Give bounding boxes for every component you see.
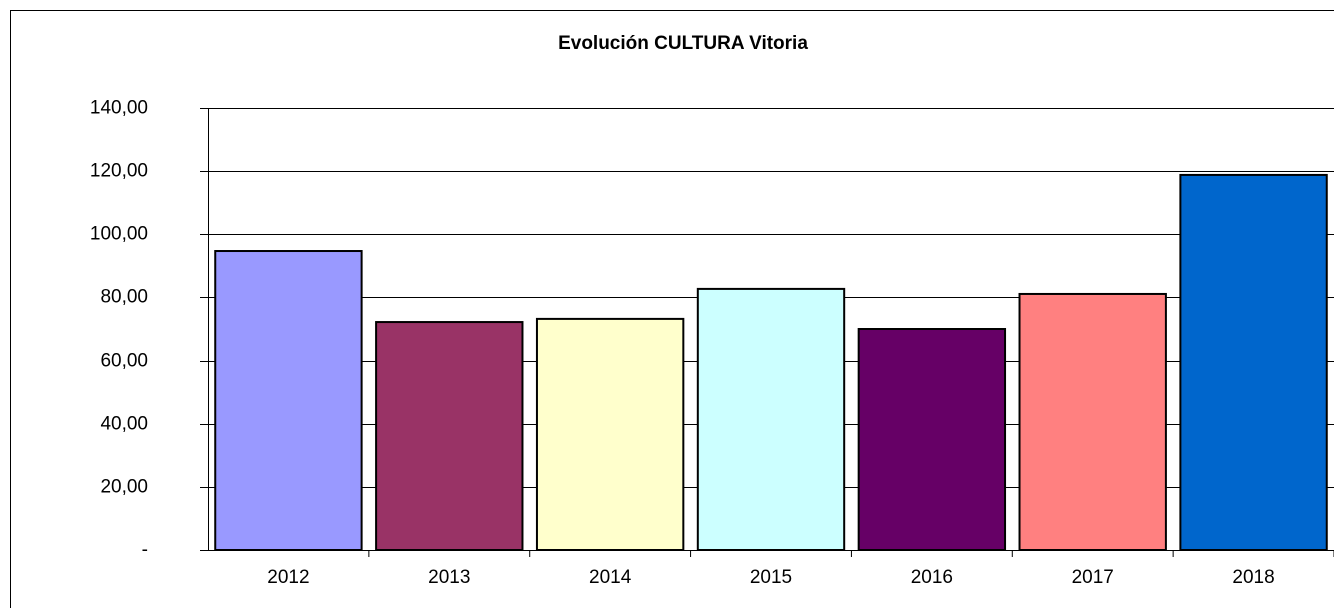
chart-title: Evolución CULTURA Vitoria: [558, 33, 808, 54]
bar: [1179, 173, 1328, 551]
bar: [696, 287, 846, 551]
y-tick-label: 60,00: [100, 351, 148, 372]
x-tick-label: 2014: [589, 567, 632, 588]
bar: [375, 321, 524, 551]
y-tick-label: 40,00: [100, 414, 148, 435]
x-tick-label: 2016: [911, 567, 953, 588]
bar: [535, 317, 685, 552]
y-tick-label: 120,00: [90, 161, 148, 182]
x-tick-label: 2017: [1072, 567, 1114, 588]
y-tick-label: 20,00: [100, 477, 148, 498]
x-tick-label: 2013: [428, 567, 470, 588]
bar: [1018, 292, 1167, 551]
x-tick-label: 2018: [1232, 567, 1274, 588]
chart-frame: [10, 10, 1334, 608]
x-tick-label: 2015: [750, 567, 792, 588]
y-tick-label: 140,00: [90, 98, 148, 119]
y-tick-label: -: [142, 540, 148, 561]
x-tick-label: 2012: [267, 567, 309, 588]
bar: [857, 328, 1007, 551]
bar: [214, 250, 363, 551]
y-tick-label: 80,00: [100, 287, 148, 308]
y-tick-label: 100,00: [90, 224, 148, 245]
